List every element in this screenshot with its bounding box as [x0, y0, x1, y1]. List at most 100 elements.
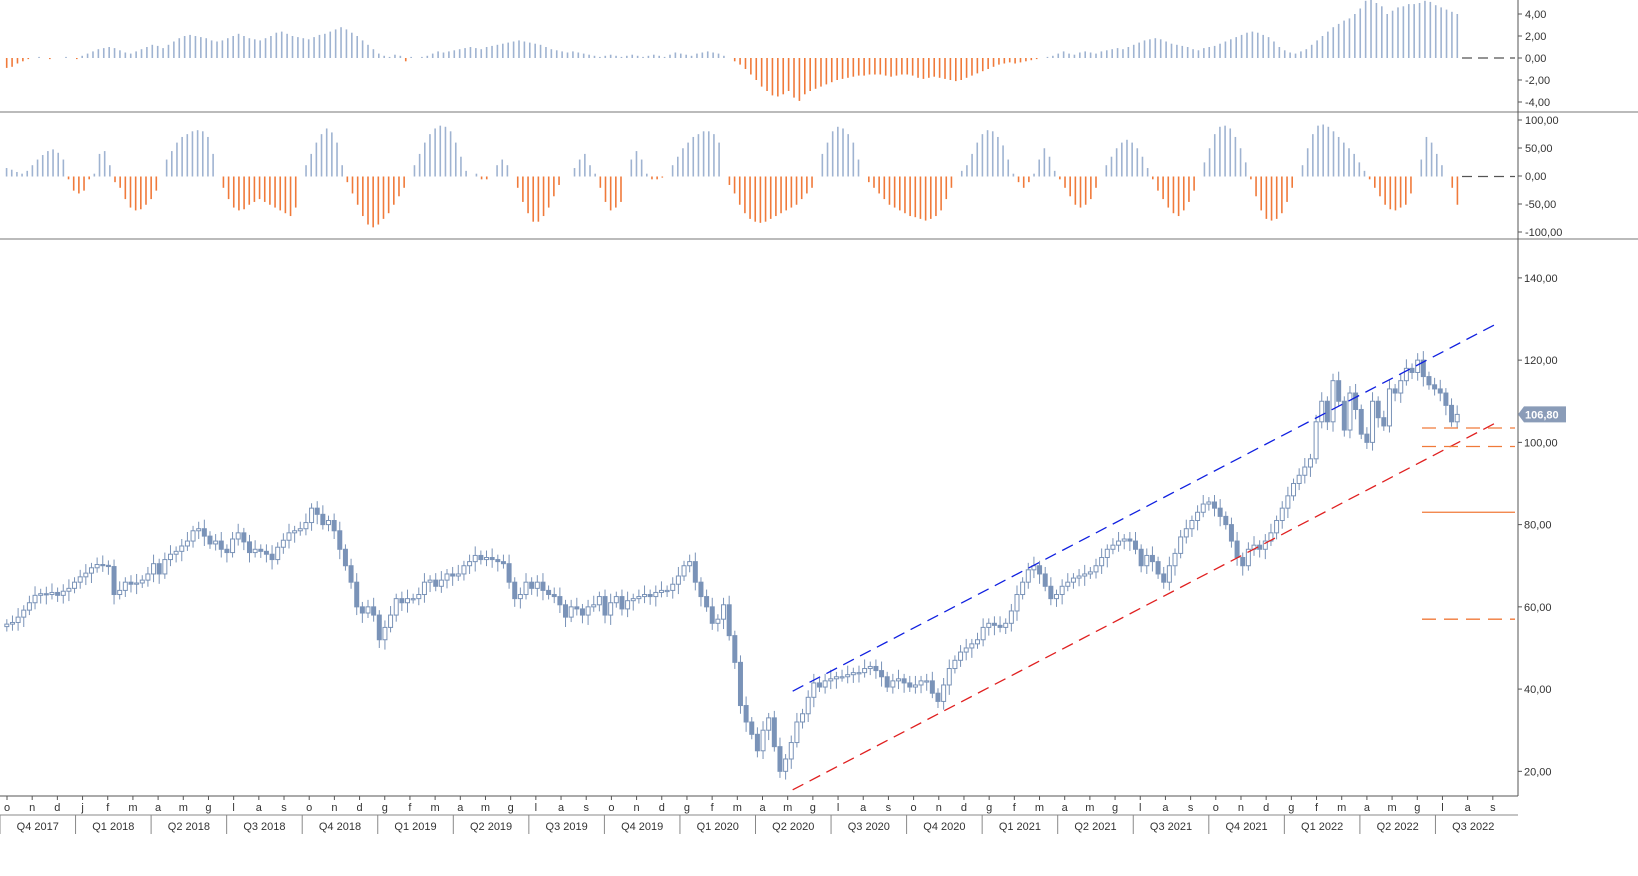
candle-body	[1104, 548, 1110, 559]
candle-body	[816, 682, 822, 688]
candle-body	[1274, 520, 1280, 534]
x-quarter-label: Q3 2021	[1150, 821, 1192, 833]
price-panel	[4, 322, 1515, 791]
candle-body	[1037, 565, 1043, 575]
candle-body	[743, 705, 749, 723]
candle-body	[1426, 376, 1432, 386]
candle-body	[246, 541, 252, 554]
x-month-label: o	[1213, 802, 1219, 814]
candle-body	[173, 550, 179, 555]
candle-body	[371, 606, 377, 616]
candle-body	[596, 596, 602, 606]
y-tick-label: -4,00	[1525, 97, 1550, 109]
candle-body	[647, 594, 653, 598]
candle-body	[72, 581, 78, 589]
last-price-badge	[1518, 406, 1566, 423]
x-month-label: m	[128, 802, 137, 814]
x-month-label: a	[759, 802, 766, 814]
x-month-label: j	[80, 802, 83, 814]
x-month-label: n	[331, 802, 337, 814]
candle-body	[1386, 388, 1392, 427]
candle-body	[235, 532, 241, 540]
x-month-label: d	[961, 802, 967, 814]
candle-body	[410, 598, 416, 601]
candle-body	[1443, 392, 1449, 406]
candle-body	[1076, 575, 1082, 579]
candle-body	[263, 550, 269, 555]
candle-body	[1302, 466, 1308, 476]
candle-body	[49, 591, 55, 596]
y-tick-label: 20,00	[1524, 766, 1552, 778]
candle-body	[732, 635, 738, 663]
candle-body	[833, 676, 839, 680]
candle-body	[1003, 622, 1009, 628]
candle-body	[551, 594, 557, 598]
x-quarter-label: Q1 2021	[999, 821, 1041, 833]
candle-body	[32, 594, 38, 604]
candle-body	[856, 672, 862, 675]
x-month-label: d	[357, 802, 363, 814]
candle-body	[602, 596, 608, 616]
x-month-label: m	[1035, 802, 1044, 814]
candle-body	[1127, 538, 1133, 542]
x-month-label: s	[1188, 802, 1194, 814]
x-month-label: s	[886, 802, 892, 814]
candle-body	[1189, 520, 1195, 530]
candle-body	[1324, 400, 1330, 423]
candle-body	[472, 554, 478, 563]
x-quarter-label: Q3 2022	[1452, 821, 1494, 833]
x-month-label: l	[1139, 802, 1141, 814]
candle-body	[1223, 515, 1229, 526]
candle-body	[207, 535, 213, 545]
candle-body	[230, 538, 236, 554]
candle-body	[1200, 503, 1206, 513]
trendline-lower-channel	[792, 421, 1499, 791]
y-tick-label: 4,00	[1525, 9, 1546, 21]
candle-body	[534, 581, 540, 589]
candle-body	[698, 581, 704, 598]
candle-body	[879, 670, 885, 678]
x-month-label: n	[634, 802, 640, 814]
candle-body	[867, 665, 873, 670]
candle-body	[1228, 524, 1234, 542]
candle-body	[1353, 392, 1359, 410]
candle-body	[196, 528, 202, 532]
candle-body	[252, 548, 258, 554]
candle-body	[890, 680, 896, 688]
candle-body	[1415, 359, 1421, 373]
x-month-label: g	[986, 802, 992, 814]
candle-body	[145, 573, 151, 581]
y-tick-label: 40,00	[1524, 684, 1552, 696]
candle-body	[179, 545, 185, 552]
candle-body	[557, 596, 563, 606]
x-month-label: g	[205, 802, 211, 814]
candle-body	[529, 581, 535, 589]
candle-body	[201, 528, 207, 537]
candle-body	[26, 602, 32, 611]
candle-body	[1217, 507, 1223, 517]
candle-body	[190, 530, 196, 542]
candle-body	[754, 733, 760, 752]
y-tick-label: 100,00	[1525, 115, 1559, 127]
y-tick-label: 50,00	[1525, 143, 1553, 155]
candle-body	[1279, 507, 1285, 522]
candle-body	[162, 559, 168, 575]
candle-body	[613, 596, 619, 604]
candle-body	[167, 553, 173, 561]
x-month-label: g	[1414, 802, 1420, 814]
x-month-label: d	[659, 802, 665, 814]
candle-body	[500, 561, 506, 565]
candle-body	[625, 600, 631, 610]
candle-body	[670, 583, 676, 591]
x-month-label: a	[1162, 802, 1169, 814]
candle-body	[980, 626, 986, 641]
x-quarter-label: Q3 2019	[546, 821, 588, 833]
x-month-label: s	[583, 802, 589, 814]
x-month-label: n	[29, 802, 35, 814]
candle-body	[912, 684, 918, 688]
x-month-label: s	[1490, 802, 1496, 814]
x-month-label: n	[1238, 802, 1244, 814]
candle-body	[66, 587, 72, 592]
candle-body	[122, 581, 128, 591]
candle-body	[1042, 573, 1048, 587]
